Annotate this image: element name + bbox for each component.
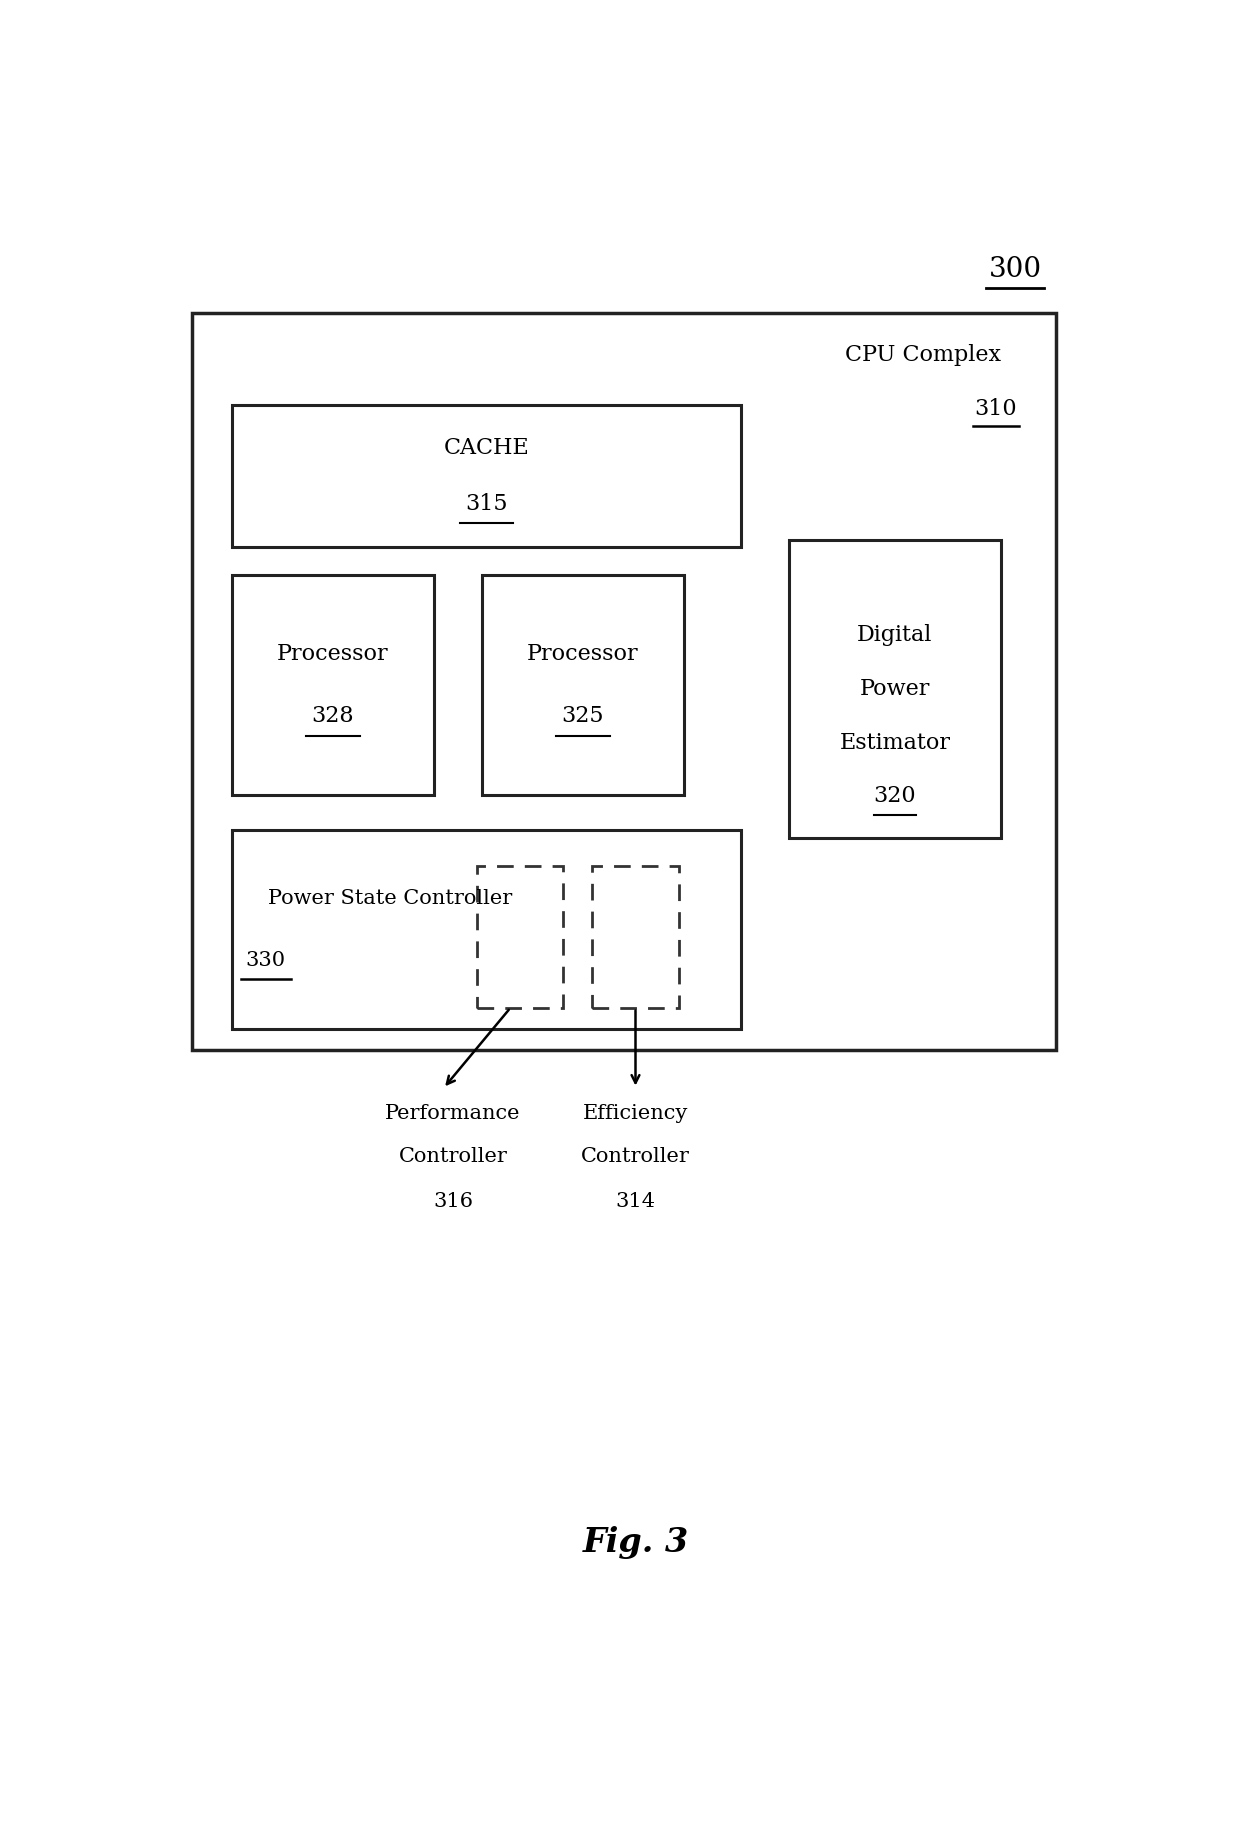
Text: 316: 316 (433, 1193, 472, 1211)
Bar (232, 830, 742, 1029)
Text: Power State Controller: Power State Controller (268, 889, 512, 908)
Text: Power: Power (859, 677, 930, 700)
Text: 330: 330 (246, 952, 285, 970)
Text: CACHE: CACHE (444, 436, 529, 458)
Bar (191, 313, 1056, 1049)
Bar (232, 405, 742, 547)
Text: 314: 314 (615, 1193, 656, 1211)
Text: Estimator: Estimator (839, 731, 951, 753)
Text: 320: 320 (874, 786, 916, 808)
Bar (789, 539, 1001, 838)
Text: Processor: Processor (277, 643, 388, 665)
Text: Controller: Controller (398, 1147, 507, 1165)
Text: 310: 310 (975, 398, 1017, 420)
Text: Performance: Performance (386, 1105, 521, 1123)
Text: 325: 325 (562, 705, 604, 727)
Bar (481, 576, 683, 795)
Text: Processor: Processor (527, 643, 639, 665)
Bar (593, 865, 678, 1007)
Text: Digital: Digital (857, 624, 932, 646)
Bar (477, 865, 563, 1007)
Bar (232, 576, 434, 795)
Text: Fig. 3: Fig. 3 (583, 1526, 688, 1559)
Text: CPU Complex: CPU Complex (844, 344, 1001, 366)
Text: 315: 315 (465, 493, 508, 515)
Text: Controller: Controller (582, 1147, 689, 1165)
Text: Efficiency: Efficiency (583, 1105, 688, 1123)
Text: 300: 300 (988, 256, 1042, 284)
Text: 328: 328 (311, 705, 355, 727)
